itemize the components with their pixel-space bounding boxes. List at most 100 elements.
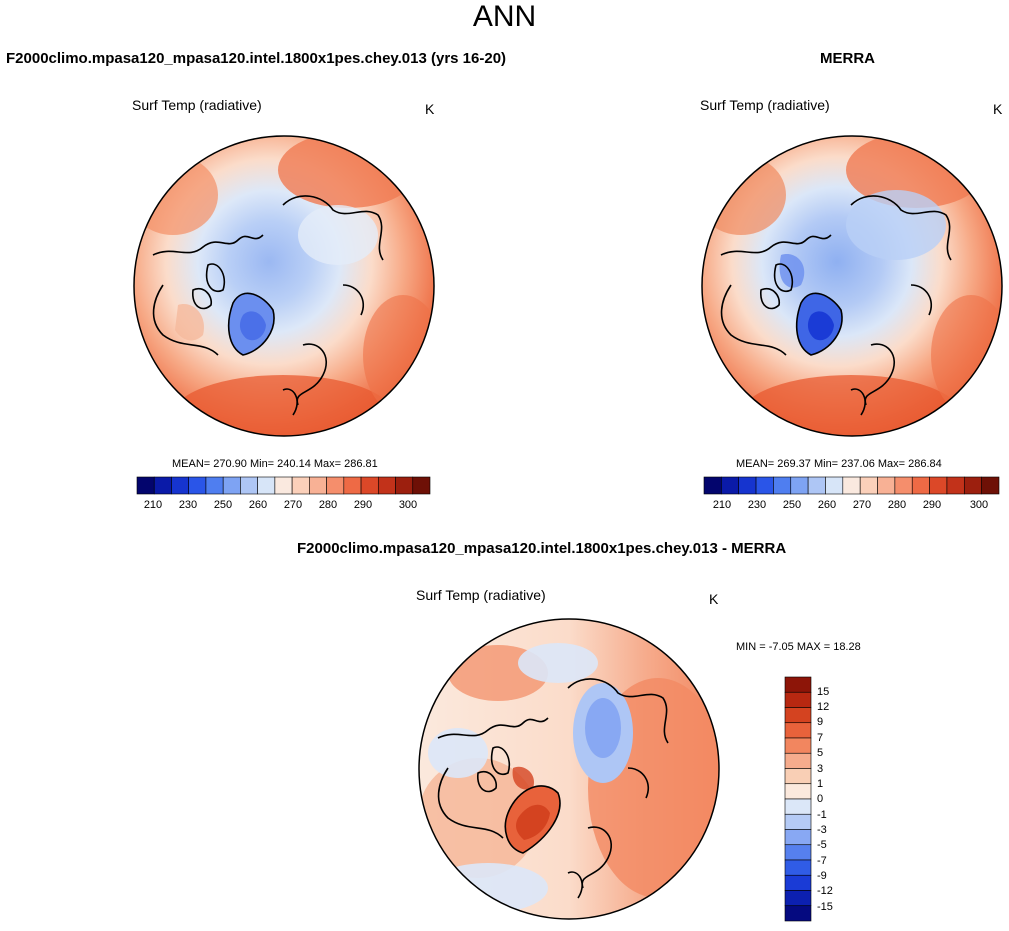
- colorbar-swatch: [784, 737, 812, 754]
- left-colorbar: [136, 476, 431, 495]
- colorbar-swatch: [784, 813, 812, 830]
- diff-tick: 5: [817, 747, 824, 759]
- colorbar-swatch: [784, 890, 812, 907]
- colorbar-swatch: [721, 476, 740, 495]
- colorbar-swatch: [784, 859, 812, 876]
- colorbar-swatch: [946, 476, 965, 495]
- right-stats: MEAN= 269.37 Min= 237.06 Max= 286.84: [736, 458, 942, 470]
- colorbar-swatch: [171, 476, 190, 495]
- colorbar-swatch: [784, 768, 812, 785]
- left-stats: MEAN= 270.90 Min= 240.14 Max= 286.81: [172, 458, 378, 470]
- diff-tick: 9: [817, 716, 824, 728]
- right-panel-title: MERRA: [820, 50, 875, 67]
- colorbar-swatch: [377, 476, 396, 495]
- colorbar-swatch: [240, 476, 258, 495]
- diff-units-label: K: [709, 591, 719, 607]
- diff-tick: 1: [817, 778, 824, 790]
- diff-variable-label: Surf Temp (radiative): [416, 587, 546, 603]
- colorbar-swatch: [842, 476, 861, 495]
- colorbar-swatch: [326, 476, 345, 495]
- left-polar-map: [133, 135, 435, 437]
- colorbar-swatch: [784, 905, 812, 922]
- colorbar-swatch: [395, 476, 414, 495]
- colorbar-swatch: [784, 783, 812, 800]
- colorbar-swatch: [755, 476, 774, 495]
- diff-polar-map: [418, 618, 720, 920]
- left-tick: 230: [178, 499, 198, 511]
- left-tick: 300: [398, 499, 418, 511]
- colorbar-swatch: [929, 476, 948, 495]
- diff-tick: 0: [817, 793, 824, 805]
- colorbar-swatch: [784, 676, 812, 693]
- colorbar-swatch: [911, 476, 930, 495]
- diff-colorbar: [784, 676, 812, 922]
- colorbar-swatch: [784, 829, 812, 846]
- colorbar-swatch: [773, 476, 792, 495]
- left-tick: 210: [143, 499, 163, 511]
- left-tick: 260: [248, 499, 268, 511]
- diff-stats: MIN = -7.05 MAX = 18.28: [736, 641, 861, 653]
- main-title: ANN: [472, 0, 537, 33]
- colorbar-swatch: [309, 476, 327, 495]
- colorbar-swatch: [981, 476, 1000, 495]
- diff-tick: -1: [817, 809, 827, 821]
- colorbar-swatch: [188, 476, 207, 495]
- colorbar-swatch: [859, 476, 878, 495]
- colorbar-swatch: [784, 844, 812, 861]
- right-tick: 250: [782, 499, 802, 511]
- colorbar-swatch: [738, 476, 757, 495]
- colorbar-swatch: [205, 476, 224, 495]
- colorbar-swatch: [963, 476, 982, 495]
- diff-tick: -15: [817, 901, 833, 913]
- diff-tick: 15: [817, 686, 830, 698]
- colorbar-swatch: [274, 476, 293, 495]
- colorbar-swatch: [291, 476, 310, 495]
- left-units-label: K: [425, 101, 435, 117]
- left-tick: 280: [318, 499, 338, 511]
- left-variable-label: Surf Temp (radiative): [132, 97, 262, 113]
- colorbar-swatch: [222, 476, 241, 495]
- colorbar-swatch: [360, 476, 379, 495]
- left-tick: 290: [353, 499, 373, 511]
- right-tick: 300: [969, 499, 989, 511]
- colorbar-swatch: [784, 752, 812, 769]
- right-tick: 260: [817, 499, 837, 511]
- right-tick: 210: [712, 499, 732, 511]
- colorbar-swatch: [136, 476, 155, 495]
- colorbar-swatch: [257, 476, 276, 495]
- colorbar-swatch: [825, 476, 844, 495]
- diff-tick: -9: [817, 870, 827, 882]
- diff-tick: -12: [817, 885, 833, 897]
- colorbar-swatch: [790, 476, 809, 495]
- left-panel-title: F2000climo.mpasa120_mpasa120.intel.1800x…: [6, 50, 507, 67]
- right-colorbar: [703, 476, 1000, 495]
- colorbar-swatch: [894, 476, 913, 495]
- diff-tick: 12: [817, 701, 830, 713]
- colorbar-swatch: [412, 476, 431, 495]
- right-tick: 290: [922, 499, 942, 511]
- colorbar-swatch: [784, 874, 812, 891]
- right-tick: 230: [747, 499, 767, 511]
- right-tick: 270: [852, 499, 872, 511]
- diff-tick: 3: [817, 763, 824, 775]
- right-units-label: K: [993, 101, 1003, 117]
- right-tick: 280: [887, 499, 907, 511]
- colorbar-swatch: [703, 476, 722, 495]
- diff-tick: -7: [817, 855, 827, 867]
- left-tick: 270: [283, 499, 303, 511]
- colorbar-swatch: [807, 476, 826, 495]
- right-variable-label: Surf Temp (radiative): [700, 97, 830, 113]
- left-tick: 250: [213, 499, 233, 511]
- diff-tick: -3: [817, 824, 827, 836]
- colorbar-swatch: [877, 476, 896, 495]
- colorbar-swatch: [784, 798, 812, 815]
- right-polar-map: [701, 135, 1003, 437]
- colorbar-swatch: [784, 722, 812, 739]
- diff-tick: 7: [817, 732, 824, 744]
- colorbar-swatch: [343, 476, 362, 495]
- colorbar-swatch: [153, 476, 172, 495]
- colorbar-swatch: [784, 691, 812, 708]
- diff-tick: -5: [817, 839, 827, 851]
- diff-panel-title: F2000climo.mpasa120_mpasa120.intel.1800x…: [297, 540, 787, 557]
- colorbar-swatch: [784, 707, 812, 724]
